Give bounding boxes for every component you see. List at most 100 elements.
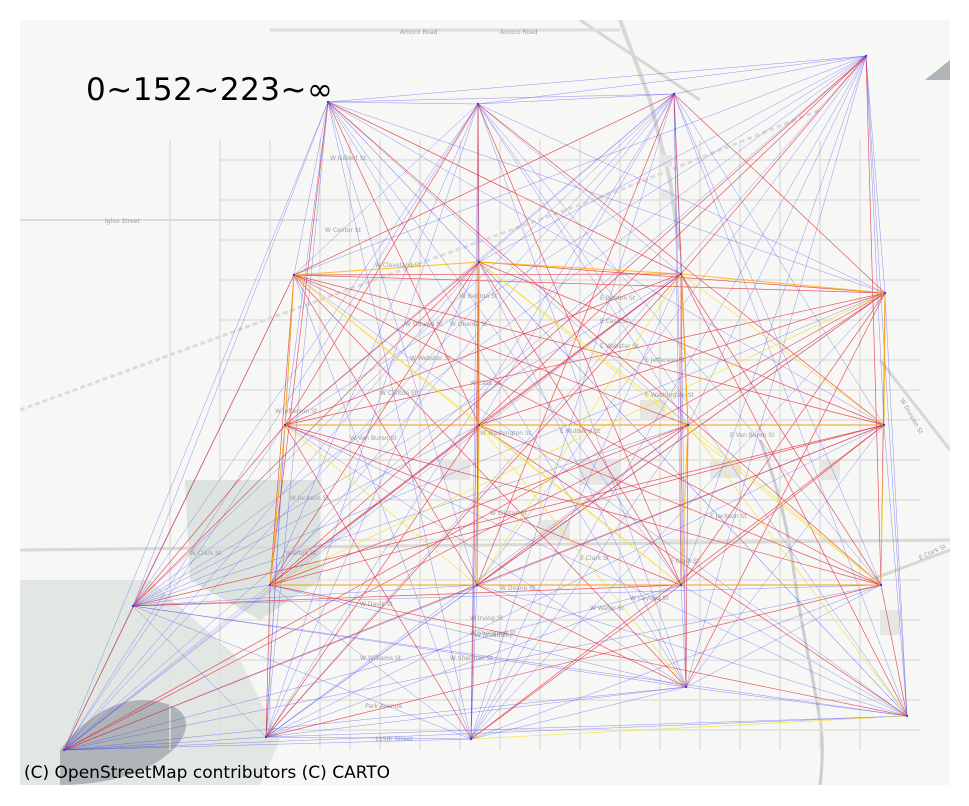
network-edge <box>478 424 687 688</box>
network-edge <box>269 424 480 586</box>
network-edge <box>265 736 472 740</box>
network-node <box>477 260 481 264</box>
network-edge <box>673 93 908 717</box>
network-edge <box>63 261 480 751</box>
network-edge <box>63 93 675 751</box>
lake-area-east <box>925 60 950 80</box>
network-edge <box>477 103 908 717</box>
network-edge <box>132 424 286 607</box>
network-node <box>62 748 66 752</box>
network-edge <box>132 261 480 607</box>
network-edge <box>265 101 329 738</box>
network-edge <box>685 686 908 717</box>
network-edge <box>132 424 480 607</box>
network-edge <box>132 584 682 607</box>
building-footprint <box>660 155 672 167</box>
network-edge <box>293 274 478 586</box>
network-edge <box>293 274 682 586</box>
highway-line <box>618 20 682 251</box>
street-label: W Davis St <box>360 601 393 608</box>
network-edge <box>293 274 882 586</box>
street-label: 115th Street <box>375 736 413 743</box>
street-label: W Clark St <box>285 550 317 557</box>
network-node <box>264 735 268 739</box>
network-node <box>879 583 883 587</box>
network-edge <box>293 101 329 276</box>
network-edge <box>284 424 687 688</box>
network-edge <box>63 101 329 751</box>
network-edge <box>132 584 478 607</box>
network-node <box>475 583 479 587</box>
network-edge <box>269 424 689 586</box>
street-label: E Mulberry St <box>560 428 601 435</box>
street-label: E Jefferson St <box>645 357 686 364</box>
network-edge <box>685 424 885 688</box>
network-node <box>882 423 886 427</box>
network-edge <box>132 605 472 740</box>
network-edge <box>680 273 886 294</box>
network-edge <box>477 103 886 294</box>
network-edge <box>132 273 682 607</box>
network-edge <box>132 584 271 607</box>
network-edge <box>865 55 885 426</box>
network-edge <box>63 715 908 751</box>
network-edge <box>673 55 867 95</box>
network-edge <box>265 584 682 738</box>
network-edge <box>883 292 886 426</box>
network-edge <box>476 424 885 586</box>
network-edge <box>293 103 479 276</box>
network-edge <box>284 424 472 740</box>
network-edge <box>327 101 682 275</box>
river-area <box>60 700 187 785</box>
network-edge <box>478 261 682 275</box>
network-edge <box>470 424 689 740</box>
network-edge <box>269 261 480 586</box>
network-edge <box>476 292 886 586</box>
network-edge <box>327 101 480 426</box>
network-edge <box>293 274 687 688</box>
network-edge <box>284 292 886 426</box>
building-footprint <box>820 460 840 480</box>
building-footprint <box>440 460 470 480</box>
network-edge <box>476 55 867 586</box>
network-edge <box>470 584 882 740</box>
network-edge <box>478 424 682 586</box>
network-edge <box>269 424 286 586</box>
network-edge <box>265 686 687 738</box>
railroad-line <box>20 108 821 412</box>
network-edge <box>63 274 295 751</box>
map-canvas[interactable]: Amoco Road Amoco Road Igloo Street W Gilber… <box>20 20 950 785</box>
network-edge <box>265 273 682 738</box>
network-edge <box>132 605 908 717</box>
network-edge <box>470 584 682 740</box>
network-edge <box>478 55 867 263</box>
network-node <box>292 273 296 277</box>
network-edge <box>327 55 867 103</box>
network-edge <box>687 55 867 426</box>
network-edge <box>687 292 886 426</box>
network-edge <box>865 55 886 294</box>
network-edge <box>265 424 480 738</box>
network-edge <box>132 292 886 607</box>
street-label: W Water St <box>590 605 624 612</box>
network-edge <box>63 424 885 751</box>
street-label: Amoco Road <box>500 29 538 36</box>
network-edge <box>477 55 867 105</box>
network-edge <box>293 274 886 294</box>
clark-street-line <box>20 538 950 552</box>
network-node <box>686 423 690 427</box>
network-edge <box>476 273 682 586</box>
building-footprint <box>660 190 670 200</box>
basemap-layer: Amoco Road Amoco Road Igloo Street W Gilber… <box>20 20 950 785</box>
network-edge <box>680 55 867 586</box>
network-edge <box>478 261 886 294</box>
network-node <box>672 92 676 96</box>
network-edge <box>470 584 478 740</box>
network-edge <box>284 55 867 426</box>
network-edge <box>477 103 480 263</box>
street-label: W Gilbert St <box>330 155 367 162</box>
network-edge <box>478 55 867 426</box>
network-edge <box>293 274 472 740</box>
network-edge <box>478 261 885 426</box>
network-edge <box>680 424 885 586</box>
